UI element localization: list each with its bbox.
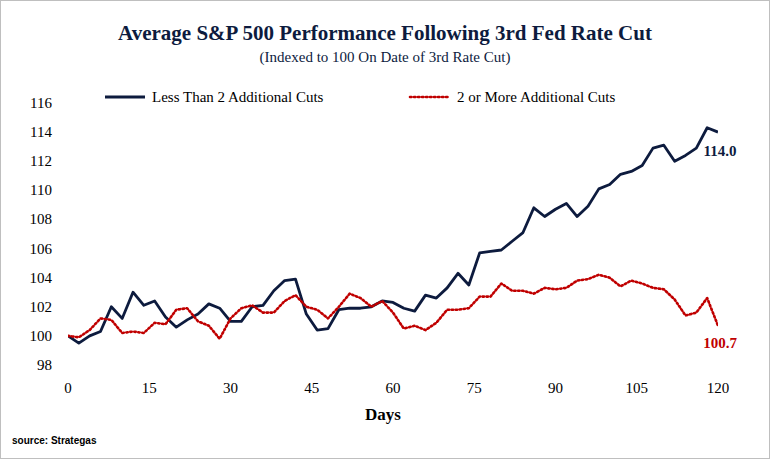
y-tick bbox=[62, 335, 66, 336]
y-tick bbox=[62, 219, 66, 220]
x-tick-label: 75 bbox=[467, 380, 482, 396]
x-tick bbox=[636, 371, 637, 373]
x-axis-label: Days bbox=[365, 405, 401, 424]
series-line bbox=[68, 275, 718, 339]
chart: Average S&P 500 Performance Following 3r… bbox=[0, 0, 770, 459]
x-tick bbox=[68, 371, 69, 373]
y-tick bbox=[62, 306, 66, 307]
y-tick-label: 112 bbox=[30, 153, 52, 169]
x-tick-label: 15 bbox=[142, 380, 157, 396]
x-tick-label: 30 bbox=[223, 380, 238, 396]
y-tick-label: 108 bbox=[30, 211, 53, 227]
x-tick-label: 0 bbox=[64, 380, 72, 396]
y-tick-label: 106 bbox=[30, 241, 53, 257]
x-tick bbox=[555, 371, 556, 373]
y-tick-label: 110 bbox=[30, 182, 52, 198]
end-label: 100.7 bbox=[703, 335, 737, 351]
x-tick bbox=[393, 371, 394, 373]
y-tick bbox=[62, 248, 66, 249]
y-tick-label: 114 bbox=[30, 124, 52, 140]
x-tick bbox=[474, 371, 475, 373]
title: Average S&P 500 Performance Following 3r… bbox=[118, 21, 652, 45]
subtitle: (Indexed to 100 On Date of 3rd Rate Cut) bbox=[260, 49, 511, 66]
source: source: Strategas bbox=[12, 435, 97, 446]
x-tick bbox=[149, 371, 150, 373]
y-tick-label: 116 bbox=[30, 95, 52, 111]
end-label: 114.0 bbox=[704, 143, 737, 159]
x-tick-label: 90 bbox=[548, 380, 563, 396]
y-tick bbox=[62, 190, 66, 191]
x-tick-label: 105 bbox=[626, 380, 649, 396]
x-tick-label: 60 bbox=[386, 380, 401, 396]
y-tick bbox=[62, 365, 66, 366]
frame bbox=[1, 1, 770, 459]
x-tick bbox=[311, 371, 312, 373]
plot-area bbox=[68, 128, 718, 343]
y-tick bbox=[62, 161, 66, 162]
legend-label: Less Than 2 Additional Cuts bbox=[152, 89, 324, 105]
y-tick-label: 104 bbox=[30, 270, 53, 286]
x-tick-label: 45 bbox=[304, 380, 319, 396]
legend-label: 2 or More Additional Cuts bbox=[457, 89, 615, 105]
x-tick-label: 120 bbox=[707, 380, 730, 396]
y-tick bbox=[62, 132, 66, 133]
y-tick-label: 100 bbox=[30, 328, 53, 344]
x-tick bbox=[230, 371, 231, 373]
series-line bbox=[68, 128, 718, 343]
y-tick-label: 102 bbox=[30, 299, 53, 315]
legend-swatch bbox=[105, 96, 145, 99]
legend-swatch bbox=[410, 96, 450, 99]
y-tick-label: 98 bbox=[37, 357, 52, 373]
y-tick bbox=[62, 103, 66, 104]
y-tick bbox=[62, 277, 66, 278]
x-tick bbox=[718, 371, 719, 373]
